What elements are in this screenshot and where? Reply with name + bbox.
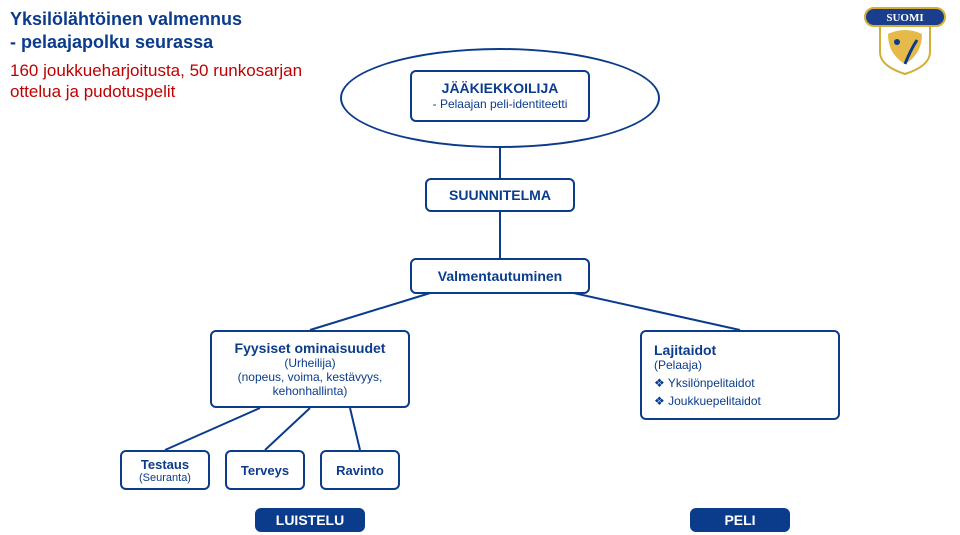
ravinto-node: Ravinto [320,450,400,490]
ravinto-heading: Ravinto [336,463,384,478]
testaus-sub: (Seuranta) [139,472,191,484]
skill-sub: (Pelaaja) [654,358,702,372]
subtitle-line-2: ottelua ja pudotuspelit [10,81,302,102]
physical-heading: Fyysiset ominaisuudet [235,340,386,356]
skill-bullet-1: Yksilönpelitaidot [654,376,755,390]
title-line-2: - pelaajapolku seurassa [10,31,242,54]
physical-node: Fyysiset ominaisuudet (Urheilija) (nopeu… [210,330,410,408]
logo-banner-text: SUOMI [886,12,923,24]
coaching-node-label: Valmentautuminen [438,268,562,285]
subtitle: 160 joukkueharjoitusta, 50 runkosarjan o… [10,60,302,103]
terveys-heading: Terveys [241,463,289,478]
page-title: Yksilölähtöinen valmennus - pelaajapolku… [10,8,242,53]
plan-node-label: SUUNNITELMA [449,187,551,204]
plan-node: SUUNNITELMA [425,178,575,212]
luistelu-node: LUISTELU [255,508,365,532]
top-node: JÄÄKIEKKOILIJA - Pelaajan peli-identitee… [410,70,590,122]
skill-heading: Lajitaidot [654,342,716,358]
luistelu-heading: LUISTELU [276,512,344,528]
suomi-logo: SUOMI [860,6,950,83]
physical-detail-1: (nopeus, voima, kestävyys, [238,370,383,384]
skill-bullet-2: Joukkuepelitaidot [654,394,761,408]
terveys-node: Terveys [225,450,305,490]
peli-heading: PELI [724,512,755,528]
physical-detail-2: kehonhallinta) [273,384,348,398]
testaus-heading: Testaus [141,457,189,472]
physical-sub: (Urheilija) [284,356,335,370]
peli-node: PELI [690,508,790,532]
title-line-1: Yksilölähtöinen valmennus [10,8,242,31]
top-node-line-2: - Pelaajan peli-identiteetti [433,97,568,111]
skill-node: Lajitaidot (Pelaaja) Yksilönpelitaidot J… [640,330,840,420]
testaus-node: Testaus (Seuranta) [120,450,210,490]
coaching-node: Valmentautuminen [410,258,590,294]
top-node-line-1: JÄÄKIEKKOILIJA [442,80,559,97]
subtitle-line-1: 160 joukkueharjoitusta, 50 runkosarjan [10,60,302,81]
